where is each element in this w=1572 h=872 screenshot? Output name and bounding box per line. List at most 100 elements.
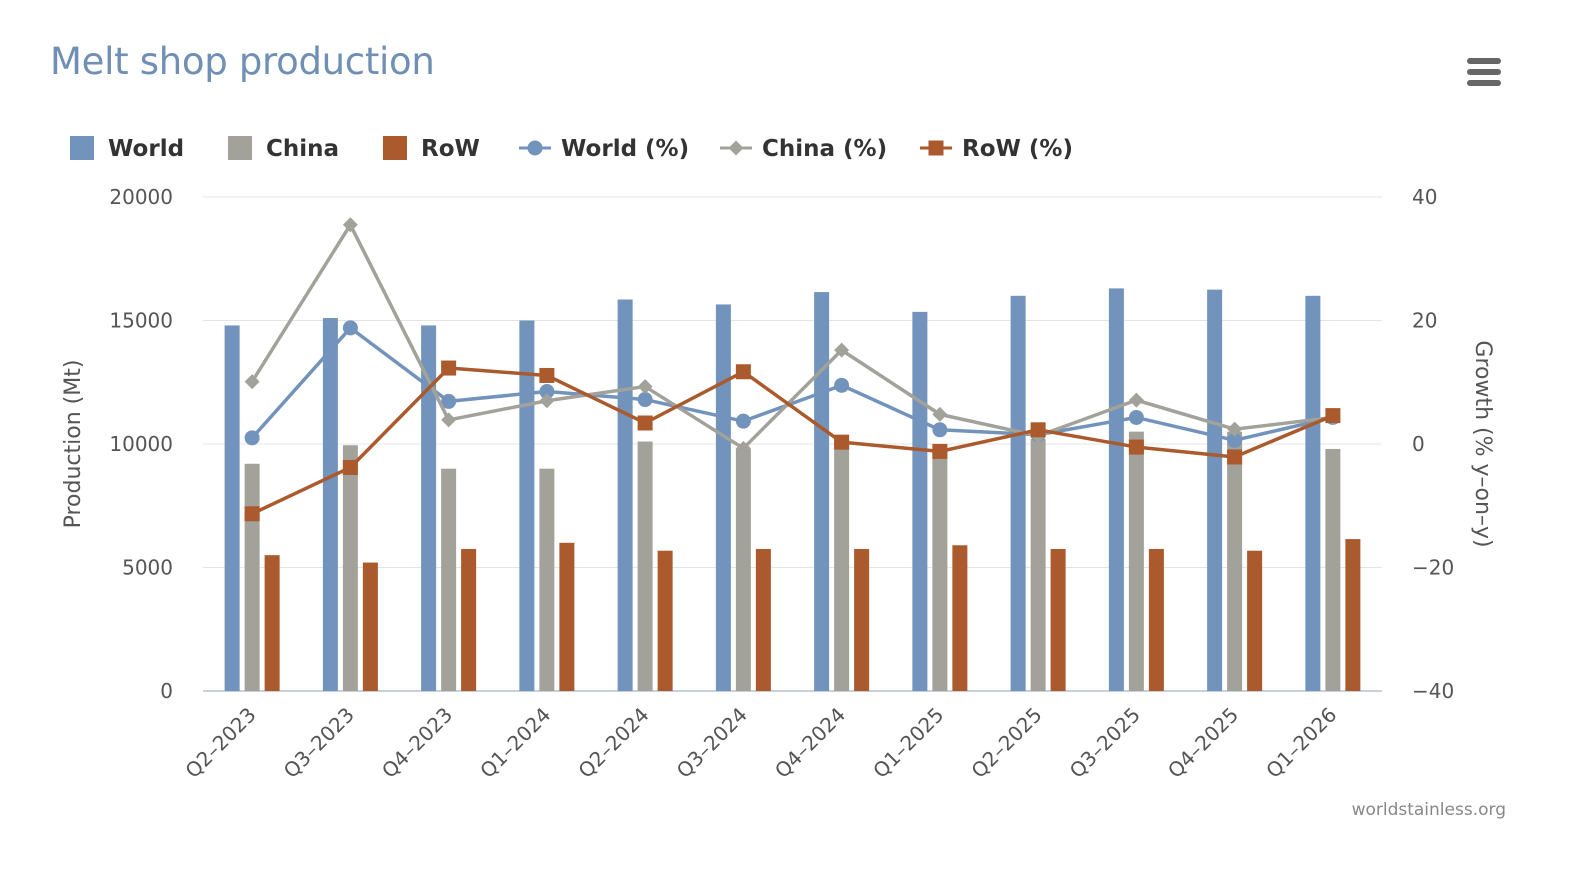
point-row (539, 367, 555, 383)
bar-china (637, 441, 653, 691)
bar-row (362, 562, 378, 691)
point-china (637, 379, 653, 395)
point-world (244, 430, 260, 446)
line-china (250, 223, 1334, 451)
x-tick-label: Q2–2025 (966, 703, 1046, 783)
bar-china (1128, 431, 1144, 691)
point-world (735, 413, 751, 429)
point-world (342, 320, 358, 336)
point-row (244, 506, 260, 522)
point-row (1325, 408, 1341, 424)
legend-marker-row (928, 140, 944, 156)
bar-row (952, 545, 968, 691)
y-left-tick-label: 0 (160, 679, 173, 703)
point-row (1030, 422, 1046, 438)
legend-swatch-row (383, 136, 407, 160)
hamburger-menu-icon[interactable] (1462, 58, 1506, 92)
legend-swatch-china (228, 136, 252, 160)
bar-china (1030, 439, 1046, 691)
bar-china (1227, 431, 1243, 691)
legend-label-world: World (%) (561, 136, 689, 162)
bar-world (715, 304, 731, 691)
bars (224, 288, 1361, 691)
menu-line (1467, 58, 1501, 64)
legend-label-china: China (%) (762, 136, 887, 162)
y-left-tick-label: 20000 (109, 185, 173, 209)
bar-world (1207, 289, 1223, 691)
gridlines (203, 196, 1382, 692)
bar-world (814, 292, 830, 691)
bar-row (559, 542, 575, 691)
chart-title: Melt shop production (50, 40, 435, 83)
x-tick-label: Q4–2025 (1163, 703, 1243, 783)
credit-link[interactable]: worldstainless.org (1351, 800, 1506, 820)
point-row (1128, 439, 1144, 455)
lines (244, 217, 1341, 522)
bar-row (657, 550, 673, 691)
x-tick-label: Q2–2024 (573, 703, 653, 783)
bar-row (1247, 550, 1263, 691)
bar-china (1325, 448, 1341, 691)
x-tick-label: Q2–2023 (180, 703, 260, 783)
bar-row (1345, 539, 1361, 691)
point-china (539, 393, 555, 409)
y-left-axis-title: Production (Mt) (61, 360, 86, 529)
bar-row (755, 548, 771, 691)
bar-china (539, 468, 555, 691)
axes: 0 5000 10000 15000 20000 −40 −20 0 20 40 Productio… (61, 185, 1495, 783)
point-world (539, 384, 555, 400)
bar-world (421, 325, 437, 691)
point-world (834, 377, 850, 393)
y-right-axis-title: Growth (% y–on–y) (1470, 340, 1495, 547)
bar-world (224, 325, 240, 691)
y-right-tick-label: 20 (1412, 309, 1437, 333)
legend-marker-china (728, 140, 744, 156)
y-left-tick-label: 5000 (122, 556, 173, 580)
line-world (250, 326, 1334, 443)
bar-china (342, 445, 358, 691)
bar-world (1108, 288, 1124, 691)
bar-china (834, 439, 850, 691)
line-row (251, 366, 1334, 516)
point-row (342, 459, 358, 475)
x-tick-label: Q4–2024 (770, 703, 850, 783)
bar-world (322, 318, 338, 691)
y-right-tick-label: −20 (1412, 556, 1454, 580)
point-row (735, 364, 751, 380)
point-china (735, 440, 751, 456)
y-right-tick-label: 40 (1412, 185, 1437, 209)
point-row (441, 360, 457, 376)
bar-row (1148, 548, 1164, 691)
x-tick-label: Q1–2026 (1261, 703, 1341, 783)
bar-world (1305, 295, 1321, 691)
point-china (1128, 392, 1144, 408)
y-right-tick-label: −40 (1412, 679, 1454, 703)
point-world (932, 422, 948, 438)
point-row (932, 443, 948, 459)
point-world (637, 392, 653, 408)
y-right-tick-label: 0 (1412, 432, 1425, 456)
point-row (637, 415, 653, 431)
x-tick-label: Q3–2023 (279, 703, 359, 783)
point-world (1227, 432, 1243, 448)
y-left-tick-label: 10000 (109, 432, 173, 456)
bar-row (264, 555, 280, 691)
point-world (441, 393, 457, 409)
legend: World China RoW World (%) China (%) RoW (%) (70, 136, 1073, 162)
legend-swatch-world (70, 136, 94, 160)
point-world (1128, 409, 1144, 425)
x-tick-label: Q1–2025 (868, 703, 948, 783)
menu-line (1467, 80, 1501, 86)
x-tick-label: Q3–2025 (1065, 703, 1145, 783)
legend-label-row: RoW (%) (962, 136, 1073, 162)
point-row (834, 434, 850, 450)
point-row (1227, 449, 1243, 465)
legend-label-row: RoW (421, 136, 480, 162)
legend-marker-world (527, 140, 543, 156)
point-china (834, 342, 850, 358)
bar-world (519, 320, 535, 691)
bar-world (1010, 295, 1026, 691)
x-tick-label: Q1–2024 (475, 703, 555, 783)
menu-line (1467, 69, 1501, 75)
